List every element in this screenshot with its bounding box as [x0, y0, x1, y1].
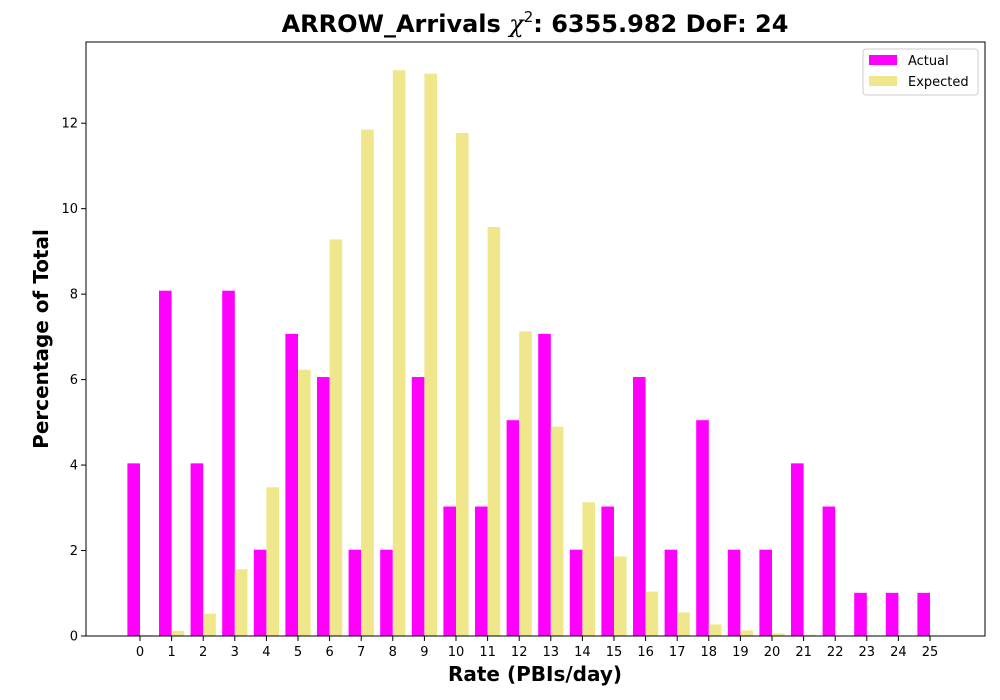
x-tick-label: 14 [574, 645, 591, 660]
bar-actual-6 [317, 377, 330, 636]
bar-actual-22 [822, 506, 836, 636]
bar-expected-5 [298, 369, 311, 636]
x-tick-label: 2 [199, 645, 207, 660]
bar-actual-10 [443, 506, 456, 636]
x-axis-label: Rate (PBIs/day) [448, 662, 622, 686]
bar-actual-18 [696, 420, 709, 636]
legend-swatch-actual [869, 55, 897, 65]
x-tick-label: 23 [859, 645, 876, 660]
bar-actual-7 [348, 549, 362, 636]
bar-actual-9 [411, 377, 425, 636]
bar-actual-25 [917, 592, 930, 636]
bar-expected-21 [803, 634, 817, 636]
chart-title: ARROW_Arrivals χ2: 6355.982 DoF: 24 [282, 8, 789, 38]
bar-actual-17 [664, 549, 678, 636]
y-tick-label: 6 [70, 373, 78, 388]
bar-actual-11 [475, 506, 488, 636]
bar-expected-10 [456, 133, 469, 636]
bar-expected-9 [424, 73, 437, 637]
x-tick-label: 5 [294, 645, 302, 660]
bar-actual-12 [506, 420, 520, 636]
y-tick-label: 4 [70, 459, 78, 474]
x-axis-ticks: 0 1 2 3 4 5 6 7 8 9 10 11 12 13 14 15 16 17 18 19 20 21 22 23 24… [136, 636, 938, 660]
bar-actual-2 [190, 463, 204, 636]
x-tick-label: 8 [389, 645, 397, 660]
bar-expected-8 [392, 70, 406, 636]
x-tick-label: 22 [827, 645, 844, 660]
x-tick-label: 15 [606, 645, 623, 660]
bar-actual-1 [159, 290, 172, 636]
x-tick-label: 10 [448, 645, 465, 660]
bar-expected-2 [203, 613, 216, 636]
bar-actual-24 [885, 592, 899, 636]
bar-expected-3 [234, 569, 248, 636]
bar-actual-20 [759, 549, 772, 636]
x-tick-label: 7 [357, 645, 365, 660]
x-tick-label: 16 [637, 645, 654, 660]
x-tick-label: 12 [511, 645, 528, 660]
legend-swatch-expected [869, 76, 897, 86]
bar-expected-16 [645, 591, 659, 636]
y-tick-label: 2 [70, 544, 78, 559]
x-tick-label: 19 [732, 645, 749, 660]
bar-expected-12 [519, 331, 532, 636]
bar-actual-15 [601, 506, 614, 636]
bar-actual-14 [569, 549, 583, 636]
bars-group [127, 70, 930, 637]
x-tick-label: 18 [701, 645, 718, 660]
x-tick-label: 11 [479, 645, 496, 660]
bar-actual-5 [285, 333, 298, 636]
y-tick-label: 10 [61, 202, 78, 217]
x-tick-label: 0 [136, 645, 144, 660]
bar-actual-23 [854, 592, 867, 636]
bar-actual-13 [538, 333, 551, 636]
bar-expected-13 [550, 426, 564, 636]
bar-actual-19 [727, 549, 741, 636]
bar-expected-6 [329, 239, 343, 636]
x-tick-label: 3 [231, 645, 239, 660]
y-axis-label: Percentage of Total [29, 229, 53, 449]
y-tick-label: 8 [70, 288, 78, 303]
bar-actual-3 [222, 290, 235, 636]
bar-actual-21 [791, 463, 804, 636]
x-tick-label: 1 [167, 645, 175, 660]
x-tick-label: 25 [922, 645, 939, 660]
x-tick-label: 20 [764, 645, 781, 660]
bar-expected-1 [171, 630, 185, 636]
x-tick-label: 17 [669, 645, 686, 660]
x-tick-label: 24 [890, 645, 907, 660]
x-tick-label: 9 [420, 645, 428, 660]
y-axis-ticks: 0 2 4 6 8 10 12 [61, 117, 86, 645]
legend: Actual Expected [862, 48, 979, 96]
y-tick-label: 0 [70, 630, 78, 645]
x-tick-label: 21 [795, 645, 812, 660]
bar-actual-0 [127, 463, 140, 636]
bar-expected-4 [266, 487, 279, 636]
bar-expected-15 [614, 556, 627, 636]
bar-actual-8 [380, 549, 393, 636]
bar-expected-19 [740, 630, 753, 636]
bar-expected-18 [708, 624, 722, 636]
legend-label-expected: Expected [908, 75, 969, 90]
x-tick-label: 6 [325, 645, 333, 660]
y-tick-label: 12 [61, 117, 78, 132]
bar-expected-7 [361, 129, 374, 636]
bar-expected-11 [487, 227, 501, 637]
bar-actual-4 [253, 549, 267, 636]
x-tick-label: 4 [262, 645, 270, 660]
bar-expected-20 [772, 633, 785, 636]
bar-expected-14 [582, 502, 595, 636]
x-tick-label: 13 [543, 645, 560, 660]
bar-actual-16 [633, 377, 646, 636]
plot-frame [85, 41, 986, 637]
bar-expected-17 [677, 612, 690, 636]
legend-label-actual: Actual [908, 54, 949, 69]
